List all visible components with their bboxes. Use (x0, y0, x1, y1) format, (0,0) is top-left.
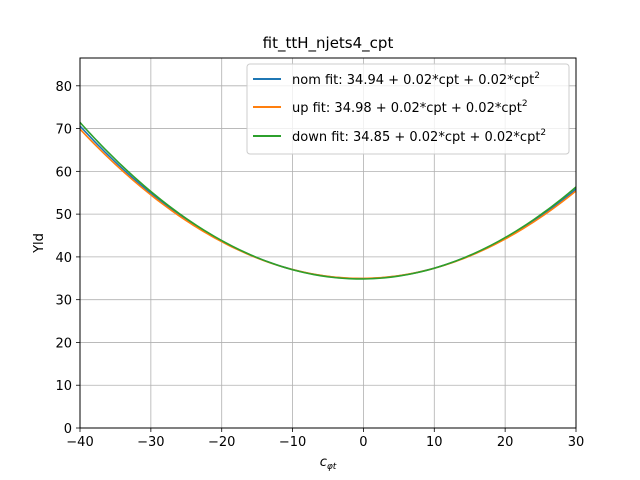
y-axis-ticks: 0 10 20 30 40 50 60 70 80 (55, 80, 80, 437)
legend: nom fit: 34.94 + 0.02*cpt + 0.02*cpt2 up… (246, 63, 570, 155)
x-tick-label: 10 (426, 435, 443, 450)
x-tick-label: 0 (359, 435, 367, 450)
legend-label-up-main: up fit: 34.98 + 0.02*cpt + 0.02*cpt (292, 101, 522, 116)
y-tick-label: 0 (64, 422, 72, 437)
legend-box (246, 63, 570, 155)
y-tick-label: 40 (55, 251, 72, 266)
legend-label-down-sup: 2 (540, 128, 546, 138)
x-axis-label: cφt (320, 455, 337, 472)
legend-label-nom: nom fit: 34.94 + 0.02*cpt + 0.02*cpt2 (292, 71, 540, 88)
y-tick-label: 20 (55, 336, 72, 351)
x-axis-ticks: −40 −30 −20 −10 0 10 20 30 (66, 428, 584, 450)
legend-label-up: up fit: 34.98 + 0.02*cpt + 0.02*cpt2 (292, 99, 528, 116)
x-tick-label: −20 (208, 435, 235, 450)
y-tick-label: 10 (55, 379, 72, 394)
y-tick-label: 60 (55, 165, 72, 180)
legend-label-down: down fit: 34.85 + 0.02*cpt + 0.02*cpt2 (292, 128, 546, 145)
x-axis-label-base: c (320, 455, 327, 470)
series-group (79, 121, 577, 280)
legend-label-down-main: down fit: 34.85 + 0.02*cpt + 0.02*cpt (292, 130, 540, 145)
x-tick-label: −40 (66, 435, 93, 450)
y-axis-label: Yld (32, 233, 47, 254)
y-tick-label: 50 (55, 208, 72, 223)
legend-label-nom-main: nom fit: 34.94 + 0.02*cpt + 0.02*cpt (292, 73, 534, 88)
axes-frame (79, 57, 577, 429)
legend-label-up-sup: 2 (522, 99, 528, 109)
x-axis-label-subscript: φt (327, 462, 337, 472)
y-tick-label: 70 (55, 123, 72, 138)
x-tick-label: −30 (137, 435, 164, 450)
chart-title: fit_ttH_njets4_cpt (263, 34, 394, 53)
x-tick-label: −10 (279, 435, 306, 450)
y-tick-label: 80 (55, 80, 72, 95)
x-tick-label: 30 (568, 435, 585, 450)
x-tick-label: 20 (497, 435, 514, 450)
y-tick-label: 30 (55, 294, 72, 309)
series-line-down (79, 121, 577, 280)
legend-label-nom-sup: 2 (534, 71, 540, 81)
